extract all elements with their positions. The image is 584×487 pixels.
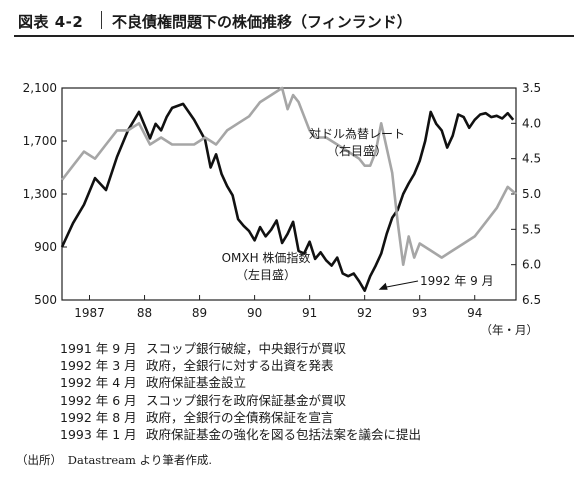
event-row: 1991 年 9 月スコップ銀行破綻，中央銀行が買収 xyxy=(60,340,421,357)
fx-series-name: 対ドル為替レート xyxy=(309,127,405,141)
event-row: 1993 年 1 月政府保証基金の強化を図る包括法案を議会に提出 xyxy=(60,426,421,443)
event-row: 1992 年 3 月政府，全銀行に対する出資を発表 xyxy=(60,357,421,374)
omxh-series-sublabel: （左目盛） xyxy=(236,267,296,282)
x-tick-label: 88 xyxy=(137,306,152,320)
event-text: 政府保証基金の強化を図る包括法案を議会に提出 xyxy=(146,427,422,443)
annotation-arrow-head xyxy=(378,282,388,290)
omxh-series-line xyxy=(60,102,515,292)
right-tick-label: 4.0 xyxy=(522,116,541,130)
figure-title: 不良債権問題下の株価推移（フィンランド） xyxy=(112,13,412,31)
figure-header: 図表 4-2 不良債権問題下の株価推移（フィンランド） xyxy=(0,0,584,40)
x-unit-label: （年・月） xyxy=(481,323,539,337)
annotation-label: 1992 年 9 月 xyxy=(420,274,494,288)
event-date: 1991 年 9 月 xyxy=(60,341,137,356)
event-date: 1992 年 4 月 xyxy=(60,375,137,391)
x-tick-label: 91 xyxy=(302,306,317,320)
event-text: 政府，全銀行の全債務保証を宣言 xyxy=(146,409,334,425)
x-tick-label: 92 xyxy=(357,306,372,320)
right-tick-label: 6.0 xyxy=(522,258,541,272)
event-date: 1992 年 6 月 xyxy=(60,392,137,408)
header-rule xyxy=(14,35,574,37)
right-tick-label: 6.5 xyxy=(522,293,541,307)
event-text: スコップ銀行を政府保証基金が買収 xyxy=(146,392,347,408)
event-text: 政府，全銀行に対する出資を発表 xyxy=(146,358,334,374)
event-row: 1992 年 4 月政府保証基金設立 xyxy=(60,374,421,391)
event-text: スコップ銀行破綻，中央銀行が買収 xyxy=(146,341,347,356)
right-tick-label: 5.5 xyxy=(522,222,541,236)
fx-rate-series-line xyxy=(60,86,517,266)
event-text: 政府保証基金設立 xyxy=(146,375,247,391)
event-date: 1992 年 3 月 xyxy=(60,358,137,374)
event-date: 1992 年 8 月 xyxy=(60,409,137,425)
left-tick-label: 500 xyxy=(34,293,57,307)
figure-label: 図表 4-2 xyxy=(18,13,84,31)
left-tick-label: 2,100 xyxy=(23,81,57,95)
event-list: 1991 年 9 月スコップ銀行破綻，中央銀行が買収 1992 年 3 月政府，全… xyxy=(60,340,421,443)
right-tick-label: 3.5 xyxy=(522,81,541,95)
stock-fx-chart: 2,100 1,700 1,300 900 500 3.5 4.0 4.5 5.0 5.5 6.0 6… xyxy=(23,81,541,337)
fx-series-sublabel: （右目盛） xyxy=(327,143,387,158)
x-tick-label: 94 xyxy=(467,306,482,320)
right-tick-label: 5.0 xyxy=(522,187,541,201)
x-tick-label: 93 xyxy=(412,306,427,320)
annotation-arrow-line xyxy=(382,280,419,289)
left-tick-label: 1,300 xyxy=(23,187,57,201)
x-tick-label: 89 xyxy=(192,306,207,320)
header-separator xyxy=(101,11,102,29)
left-tick-label: 900 xyxy=(34,240,57,254)
x-tick-label: 90 xyxy=(247,306,262,320)
x-tick-label: 1987 xyxy=(74,306,105,320)
left-tick-label: 1,700 xyxy=(23,134,57,148)
omxh-series-name: OMXH 株価指数 xyxy=(222,250,311,265)
event-row: 1992 年 6 月スコップ銀行を政府保証基金が買収 xyxy=(60,392,421,409)
source-note: （出所） Datastream より筆者作成. xyxy=(16,453,212,467)
right-tick-label: 4.5 xyxy=(522,152,541,166)
event-row: 1992 年 8 月政府，全銀行の全債務保証を宣言 xyxy=(60,409,421,426)
event-date: 1993 年 1 月 xyxy=(60,427,137,443)
